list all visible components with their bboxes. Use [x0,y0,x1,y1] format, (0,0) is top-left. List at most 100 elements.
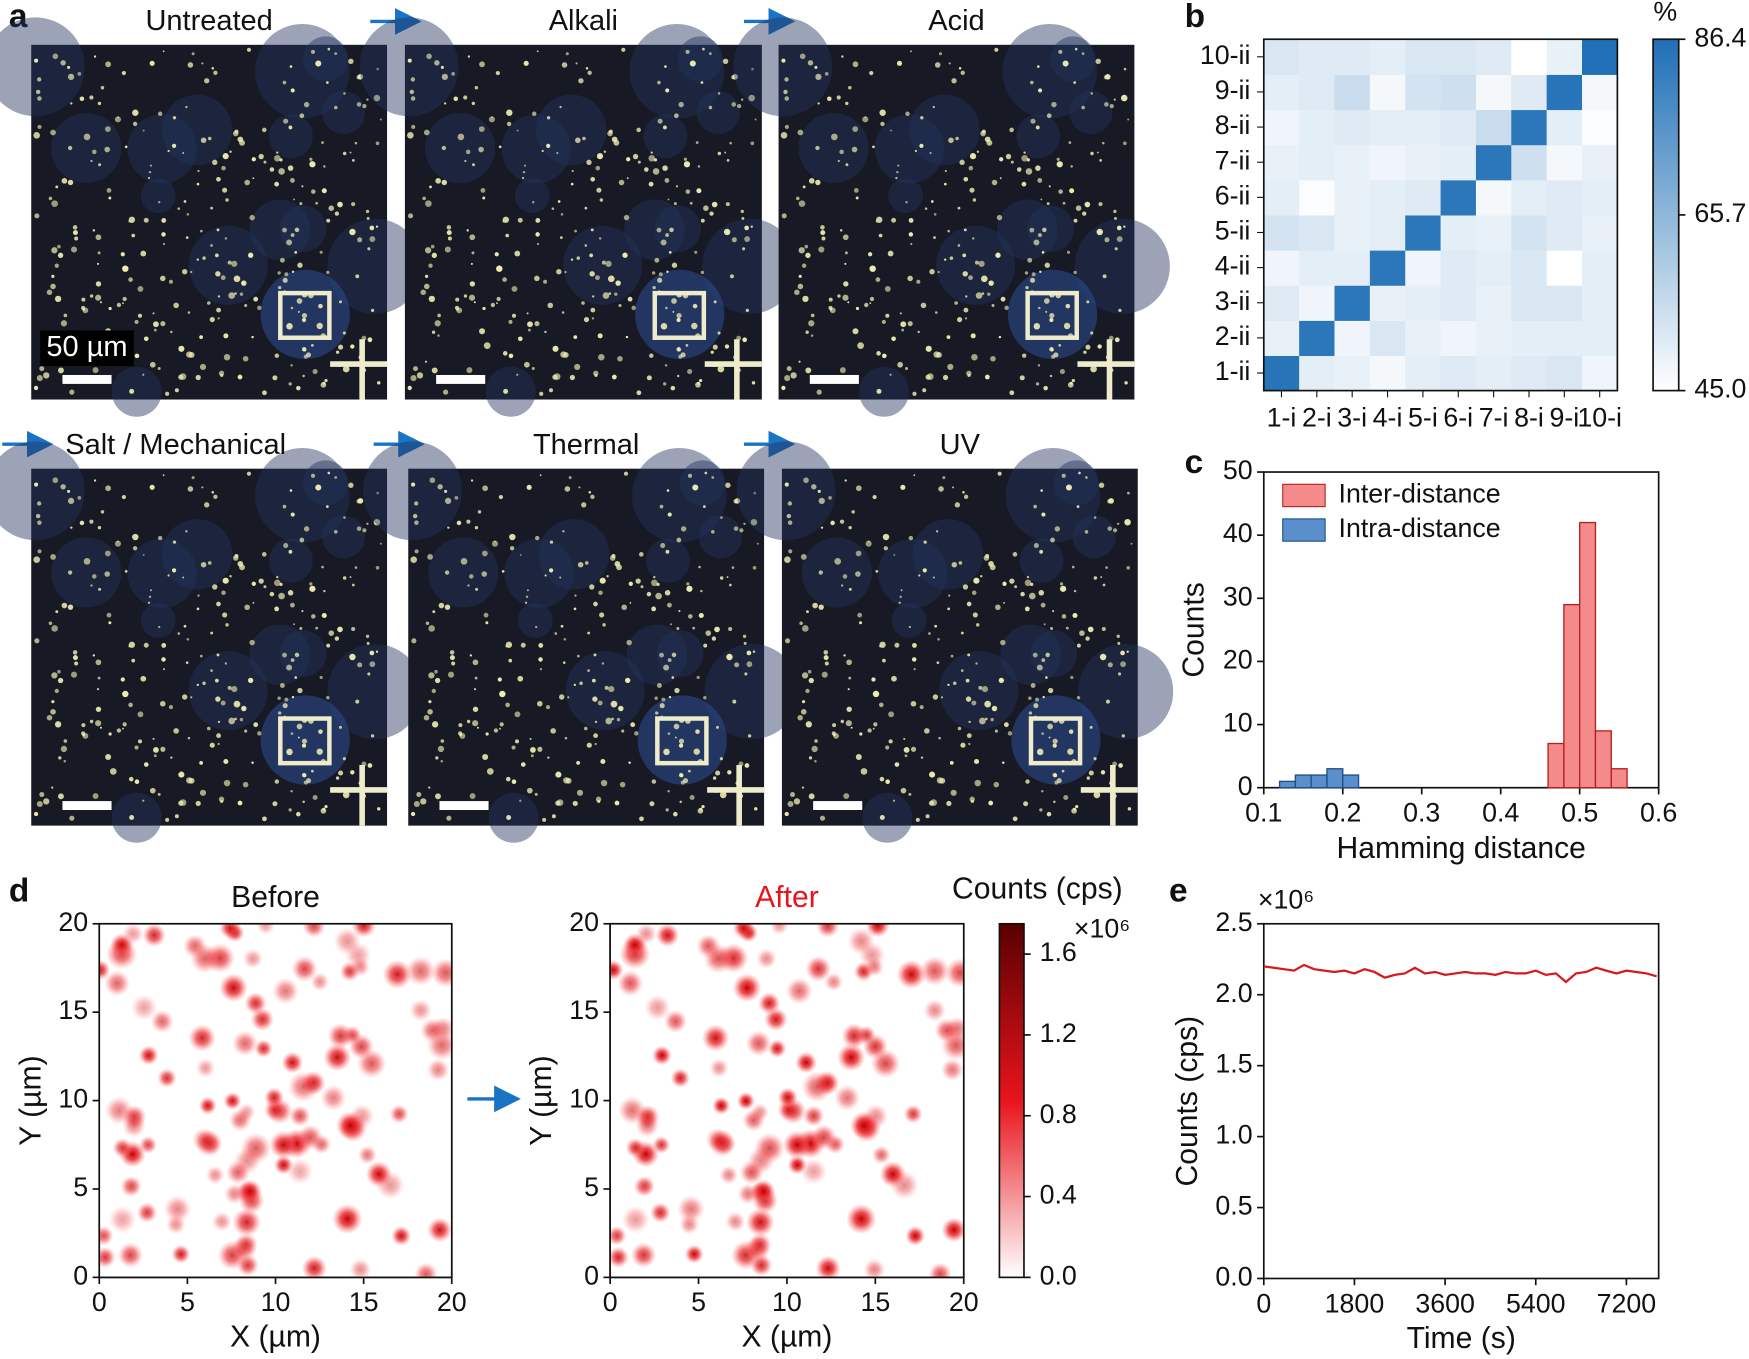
photo-dot [277,271,281,275]
photo-dot [1061,769,1065,773]
map-spot [849,1111,879,1140]
photo-dot [907,321,913,327]
photo-dot [975,662,978,665]
y-tick-label: 30 [1223,581,1253,611]
photo-dot [516,373,519,376]
photo-dot [143,642,149,648]
photo-blotch [1000,624,1061,686]
photo-dot [754,807,758,811]
photo-dot [850,726,853,729]
photo-dot [1045,676,1048,679]
photo-dot [424,360,428,363]
photo-dot [628,761,631,765]
photo-dot [179,799,187,806]
photo-dot [248,252,254,258]
photo-dot [872,145,875,149]
photo-dot [134,745,139,750]
photo-dot [365,209,370,214]
photo-dot [482,550,488,557]
photo-dot [1038,590,1045,596]
photo-dot [954,502,961,508]
photo-blotch [563,225,643,305]
photo-dot [469,654,473,657]
photo-dot [859,621,863,625]
photo-dot [725,482,731,488]
scale-label: 50 µm [46,331,127,363]
photo-dot [129,814,135,820]
map-spot [327,1023,354,1049]
photo-dot [1098,202,1103,207]
photo-blotch [909,94,980,166]
photo-dot [627,296,633,302]
photo-dot [326,218,331,223]
photo-dot [975,292,983,299]
photo-dot [888,711,895,718]
photo-dot [67,489,71,493]
x-tick-label: 0 [603,1287,618,1317]
photo-dot [559,576,562,579]
photo-dot [414,520,419,525]
photo-dot [1102,583,1106,587]
map-spot [357,1145,377,1165]
photo-dot [1043,385,1048,391]
photo-dot [860,768,868,775]
photo-dot [190,270,193,274]
photo-dot [377,381,381,385]
photo-dot [137,286,144,292]
photo-dot [712,344,718,350]
photo-dot [535,625,538,629]
photo-dot [244,604,250,611]
photo-dot [990,355,996,362]
photo-dot [1079,630,1085,636]
photo-dot [441,145,447,151]
photo-dot [261,552,267,557]
photo-dot [463,294,468,298]
photo-blotch [255,23,350,119]
photo-dot [1100,576,1103,578]
photo-dot [122,727,124,730]
photo-dot [608,686,615,693]
y-tick-label: 15 [569,995,599,1025]
photo-dot [290,306,294,310]
photo-dot [1087,626,1094,633]
photo-dot [656,227,662,233]
heatmap-cell [1511,39,1548,75]
photo-dot [222,612,228,618]
photo-dot [655,592,662,600]
photo-dot [752,650,756,653]
photo-dot [57,252,64,258]
map-spot [430,958,452,988]
photo-dot [104,571,111,577]
photo-dot [522,170,526,174]
heatmap-cell [1511,214,1548,251]
photo-dot [505,702,510,708]
photo-dot [279,257,285,263]
photo-dot [157,111,163,116]
photo-dot [326,643,331,648]
photo-dot [1101,141,1105,145]
photo-dot [797,129,804,136]
photo-dot [290,790,293,793]
photo-dot [147,601,151,604]
photo-dot [457,133,465,141]
photo-dot [536,242,540,246]
photo-dot [348,482,354,488]
photo-dot [1050,626,1053,630]
legend-swatch [1282,518,1326,542]
photo-dot [178,345,185,352]
photo-dot [594,742,597,746]
photo-dot [446,815,452,821]
photo-dot [573,335,578,340]
photo-dot [294,251,298,254]
photo-dot [895,176,898,180]
photo-dot [218,796,225,802]
photo-dot [746,661,753,668]
photo-dot [628,581,633,586]
x-tick-label: 5400 [1506,1288,1566,1318]
photo-dot [599,198,604,202]
photo-dot [57,669,61,674]
photo-dot [1089,725,1093,729]
photo-dot [1084,201,1091,208]
photo-blotch [428,537,499,608]
photo-dot [666,270,669,273]
